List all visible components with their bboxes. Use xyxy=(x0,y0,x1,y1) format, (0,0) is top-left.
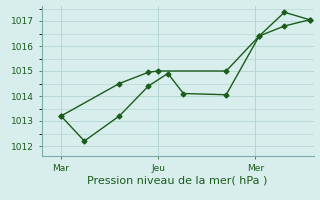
X-axis label: Pression niveau de la mer( hPa ): Pression niveau de la mer( hPa ) xyxy=(87,175,268,185)
